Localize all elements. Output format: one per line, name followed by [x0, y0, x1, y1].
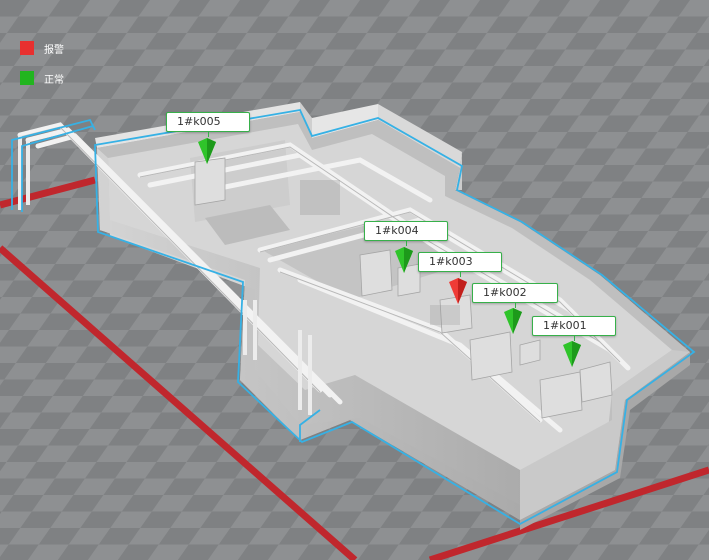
device-label-k004[interactable]: 1#k004: [364, 221, 448, 246]
legend-alarm-label: 报警: [44, 44, 64, 56]
map-pin-icon[interactable]: [394, 247, 414, 273]
device-label-k005[interactable]: 1#k005: [166, 112, 250, 137]
map-pin-icon[interactable]: [503, 308, 523, 334]
map-pin-icon[interactable]: [197, 138, 217, 164]
legend-item-normal: 正常: [20, 70, 64, 86]
status-legend: 报警 正常: [20, 40, 64, 100]
warning-lines: [0, 176, 709, 560]
building-outline: [11, 108, 696, 526]
map-pin-icon[interactable]: [562, 341, 582, 367]
device-label-k002[interactable]: 1#k002: [472, 283, 558, 308]
legend-normal-swatch: [20, 71, 34, 85]
legend-alarm-swatch: [20, 41, 34, 55]
device-label-k001[interactable]: 1#k001: [532, 316, 616, 341]
map-pin-icon[interactable]: [448, 278, 468, 304]
legend-item-alarm: 报警: [20, 40, 64, 56]
device-label-k003[interactable]: 1#k003: [418, 252, 502, 277]
legend-normal-label: 正常: [44, 74, 64, 86]
